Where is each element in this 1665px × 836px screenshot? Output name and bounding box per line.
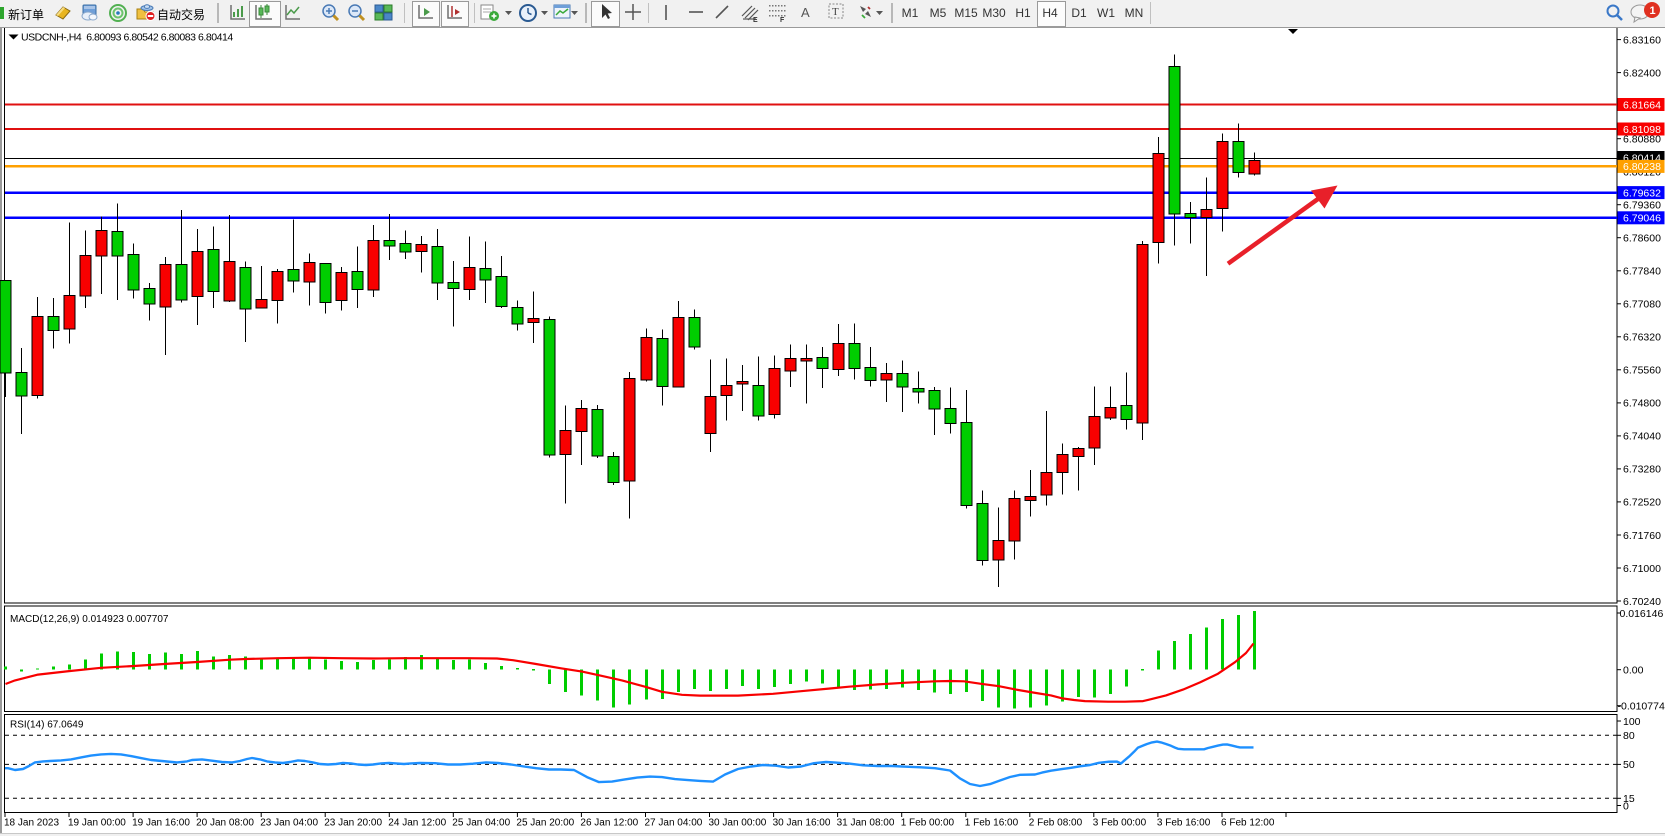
svg-text:27 Jan 04:00: 27 Jan 04:00 [645, 818, 703, 829]
svg-text:6.73280: 6.73280 [1623, 464, 1661, 476]
svg-text:6.78600: 6.78600 [1623, 233, 1661, 245]
svg-text:100: 100 [1623, 716, 1641, 728]
svg-text:6.81098: 6.81098 [1623, 124, 1661, 136]
svg-text:20 Jan 08:00: 20 Jan 08:00 [196, 818, 254, 829]
svg-text:6.71760: 6.71760 [1623, 530, 1661, 542]
svg-text:50: 50 [1623, 759, 1635, 771]
svg-text:0: 0 [1623, 800, 1629, 812]
svg-text:RSI(14) 67.0649: RSI(14) 67.0649 [10, 720, 84, 731]
svg-text:6.79632: 6.79632 [1623, 187, 1661, 199]
svg-text:6.77080: 6.77080 [1623, 299, 1661, 311]
svg-text:2 Feb 08:00: 2 Feb 08:00 [1029, 818, 1083, 829]
svg-text:24 Jan 12:00: 24 Jan 12:00 [388, 818, 446, 829]
svg-text:3 Feb 16:00: 3 Feb 16:00 [1157, 818, 1211, 829]
svg-text:25 Jan 20:00: 25 Jan 20:00 [516, 818, 574, 829]
svg-text:6.79046: 6.79046 [1623, 213, 1661, 225]
svg-text:19 Jan 16:00: 19 Jan 16:00 [132, 818, 190, 829]
svg-text:F: F [780, 17, 785, 23]
svg-text:1 Feb 16:00: 1 Feb 16:00 [965, 818, 1019, 829]
svg-text:MACD(12,26,9) 0.014923 0.00770: MACD(12,26,9) 0.014923 0.007707 [10, 614, 169, 625]
svg-text:6.70240: 6.70240 [1623, 596, 1661, 608]
svg-text:19 Jan 00:00: 19 Jan 00:00 [68, 818, 126, 829]
svg-text:31 Jan 08:00: 31 Jan 08:00 [837, 818, 895, 829]
svg-text:30 Jan 00:00: 30 Jan 00:00 [709, 818, 767, 829]
svg-text:6.71000: 6.71000 [1623, 563, 1661, 575]
svg-text:18 Jan 2023: 18 Jan 2023 [4, 818, 59, 829]
svg-text:USDCNH-,H4 6.80093 6.80542 6.: USDCNH-,H4 6.80093 6.80542 6.80083 6.804… [21, 32, 233, 44]
svg-text:6.75560: 6.75560 [1623, 365, 1661, 377]
svg-text:6.83160: 6.83160 [1623, 34, 1661, 46]
svg-text:23 Jan 20:00: 23 Jan 20:00 [324, 818, 382, 829]
svg-text:6.80238: 6.80238 [1623, 161, 1661, 173]
svg-text:6 Feb 12:00: 6 Feb 12:00 [1221, 818, 1275, 829]
svg-text:6.74040: 6.74040 [1623, 431, 1661, 443]
svg-text:26 Jan 12:00: 26 Jan 12:00 [580, 818, 638, 829]
svg-text:6.72520: 6.72520 [1623, 497, 1661, 509]
svg-text:1: 1 [1650, 5, 1656, 17]
svg-text:6.80880: 6.80880 [1623, 134, 1661, 146]
svg-text:6.82400: 6.82400 [1623, 67, 1661, 79]
svg-text:6.76320: 6.76320 [1623, 332, 1661, 344]
svg-text:6.79360: 6.79360 [1623, 200, 1661, 212]
svg-text:0.016146: 0.016146 [1620, 608, 1664, 620]
svg-text:15: 15 [1623, 793, 1635, 805]
svg-text:80: 80 [1623, 730, 1635, 742]
svg-text:30 Jan 16:00: 30 Jan 16:00 [773, 818, 831, 829]
svg-text:6.81664: 6.81664 [1623, 99, 1661, 111]
svg-text:0.00: 0.00 [1623, 665, 1644, 677]
svg-text:1 Feb 00:00: 1 Feb 00:00 [901, 818, 955, 829]
svg-text:3 Feb 00:00: 3 Feb 00:00 [1093, 818, 1147, 829]
svg-text:6.77840: 6.77840 [1623, 266, 1661, 278]
svg-text:-0.010774: -0.010774 [1618, 701, 1665, 713]
svg-text:E: E [753, 17, 758, 23]
svg-text:6.74800: 6.74800 [1623, 398, 1661, 410]
svg-text:23 Jan 04:00: 23 Jan 04:00 [260, 818, 318, 829]
svg-text:T: T [832, 6, 839, 18]
svg-text:25 Jan 04:00: 25 Jan 04:00 [452, 818, 510, 829]
